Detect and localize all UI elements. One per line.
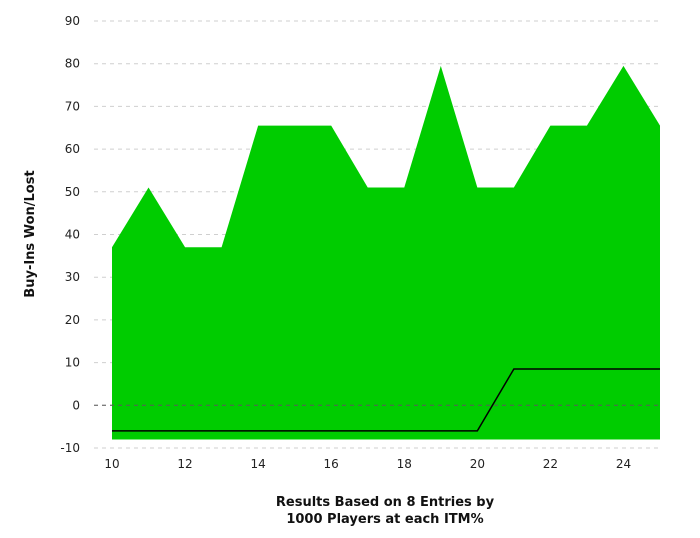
y-tick-label: 10 — [65, 356, 80, 370]
line-series — [112, 368, 660, 432]
y-tick-label: 90 — [65, 14, 80, 28]
y-axis-title: Buy-Ins Won/Lost — [23, 170, 38, 297]
y-tick-label: 60 — [65, 142, 80, 156]
y-tick-label: 70 — [65, 99, 80, 113]
x-tick-label: 18 — [397, 457, 412, 471]
y-tick-label: 20 — [65, 313, 80, 327]
x-tick-label: 10 — [104, 457, 119, 471]
x-tick-label: 22 — [543, 457, 558, 471]
y-axis: -10 0 10 20 30 40 50 60 70 80 90 — [60, 14, 80, 455]
x-axis-title-line2: 1000 Players at each ITM% — [286, 512, 484, 527]
x-tick-label: 24 — [616, 457, 631, 471]
line-layer — [94, 368, 660, 432]
y-tick-label: 80 — [65, 57, 80, 71]
y-tick-label: 40 — [65, 228, 80, 242]
x-tick-label: 16 — [324, 457, 339, 471]
y-tick-label: 0 — [72, 398, 80, 412]
area-series — [112, 65, 660, 440]
y-tick-label: 30 — [65, 270, 80, 284]
x-axis-title-line1: Results Based on 8 Entries by — [275, 495, 495, 510]
x-axis-title: Results Based on 8 Entries by 1000 Playe… — [0, 494, 700, 528]
x-tick-label: 20 — [470, 457, 485, 471]
x-axis: 10 12 14 16 18 20 22 24 — [104, 457, 631, 471]
x-tick-label: 12 — [177, 457, 192, 471]
x-tick-label: 14 — [250, 457, 265, 471]
area-layer — [112, 65, 660, 440]
y-tick-label: -10 — [60, 441, 80, 455]
y-tick-label: 50 — [65, 185, 80, 199]
